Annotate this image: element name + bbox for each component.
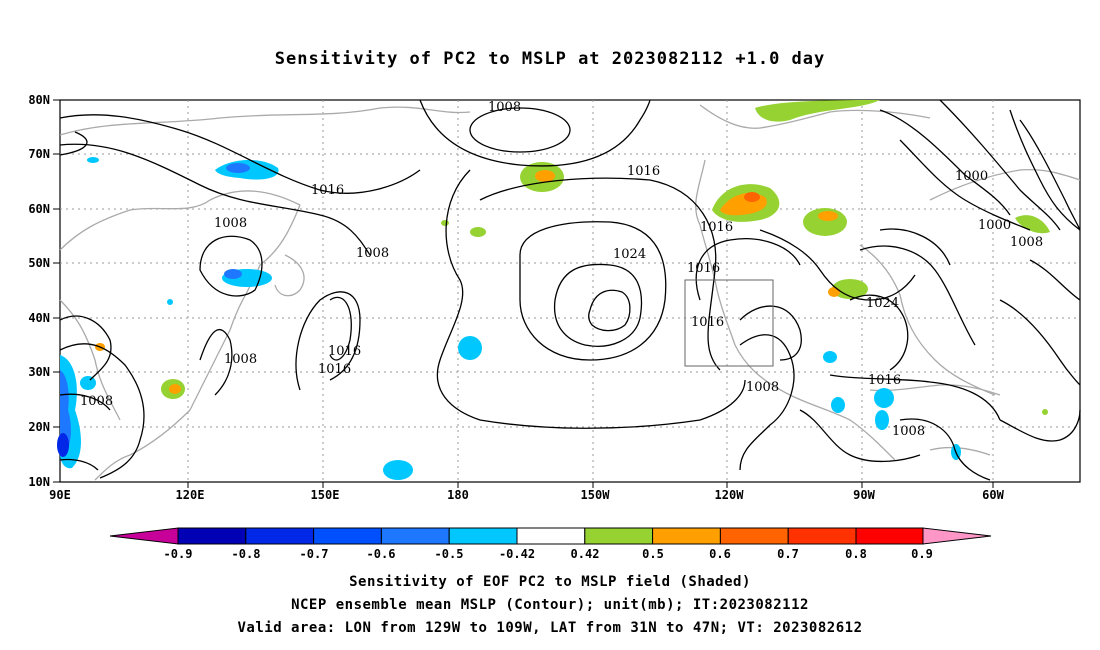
valid-area-box xyxy=(684,279,774,367)
colorbar-label: -0.5 xyxy=(435,547,464,561)
lat-tick-marks xyxy=(53,99,60,483)
colorbar-segment xyxy=(719,527,789,545)
lat-tick-label: 30N xyxy=(28,365,50,379)
contour-label: 1016 xyxy=(328,344,361,359)
colorbar-segment xyxy=(787,527,857,545)
colorbar-segment xyxy=(245,527,315,545)
contour-label-group: 1008 1016 1008 1008 1016 1016 1008 1016 … xyxy=(80,100,1043,439)
lat-tick-label: 40N xyxy=(28,311,50,325)
lat-axis: 80N 70N 60N 50N 40N 30N 20N 10N xyxy=(28,93,50,489)
lat-tick-label: 70N xyxy=(28,147,50,161)
lon-tick-label: 120E xyxy=(176,488,205,502)
lon-tick-label: 60W xyxy=(982,488,1004,502)
lon-tick-label: 150E xyxy=(311,488,340,502)
lat-tick-label: 50N xyxy=(28,256,50,270)
colorbar-label: -0.9 xyxy=(164,547,193,561)
contour-label: 1016 xyxy=(868,373,901,388)
contour-label: 1008 xyxy=(214,216,247,231)
colorbar-segment xyxy=(177,527,247,545)
contour-label: 1016 xyxy=(691,315,724,330)
colorbar-label: -0.8 xyxy=(232,547,261,561)
lon-tick-label: 90W xyxy=(853,488,875,502)
lat-tick-label: 60N xyxy=(28,202,50,216)
contour-label: 1016 xyxy=(700,220,733,235)
colorbar-label: 0.8 xyxy=(845,547,867,561)
caption-line-1: Sensitivity of EOF PC2 to MSLP field (Sh… xyxy=(349,574,751,590)
contour-label: 1008 xyxy=(356,246,389,261)
colorbar-segment xyxy=(448,527,518,545)
caption-line-2: NCEP ensemble mean MSLP (Contour); unit(… xyxy=(291,597,809,613)
sensitivity-shading xyxy=(57,100,1050,480)
contour-label: 1016 xyxy=(627,164,660,179)
colorbar-label: -0.7 xyxy=(300,547,329,561)
contour-label: 1024 xyxy=(613,247,646,262)
colorbar-label: 0.7 xyxy=(777,547,799,561)
colorbar-low-triangle xyxy=(109,527,179,545)
contour-label: 1016 xyxy=(687,261,720,276)
colorbar-high-triangle xyxy=(922,527,992,545)
caption-line-3: Valid area: LON from 129W to 109W, LAT f… xyxy=(237,620,863,636)
colorbar-segment xyxy=(380,527,450,545)
contour-label: 1008 xyxy=(892,424,925,439)
plot-title: Sensitivity of PC2 to MSLP at 2023082112… xyxy=(274,49,826,69)
lat-tick-label: 20N xyxy=(28,420,50,434)
colorbar xyxy=(109,527,992,545)
lon-tick-label: 90E xyxy=(49,488,71,502)
colorbar-segment xyxy=(516,527,586,545)
mslp-contours xyxy=(59,99,1081,481)
contour-label: 1016 xyxy=(318,362,351,377)
colorbar-segment xyxy=(652,527,721,545)
colorbar-label: 0.5 xyxy=(642,547,664,561)
colorbar-label: 0.42 xyxy=(571,547,600,561)
colorbar-label: 0.9 xyxy=(911,547,933,561)
coastlines xyxy=(59,104,1081,481)
lon-tick-marks xyxy=(187,482,994,488)
colorbar-label: -0.6 xyxy=(367,547,396,561)
contour-label: 1008 xyxy=(746,380,779,395)
contour-label: 1000 xyxy=(955,169,988,184)
lon-tick-label: 180 xyxy=(447,488,469,502)
contour-label: 1008 xyxy=(80,394,113,409)
contour-label: 1008 xyxy=(224,352,257,367)
colorbar-label: -0.42 xyxy=(499,547,535,561)
colorbar-segment xyxy=(313,527,382,545)
grid-lines xyxy=(60,100,1080,482)
contour-label: 1008 xyxy=(1010,235,1043,250)
map-frame xyxy=(59,99,1081,483)
colorbar-segment xyxy=(584,527,654,545)
lon-axis: 90E 120E 150E 180 150W 120W 90W 60W xyxy=(49,488,1004,502)
lat-tick-label: 10N xyxy=(28,475,50,489)
lon-tick-label: 120W xyxy=(715,488,745,502)
lon-tick-label: 150W xyxy=(581,488,611,502)
lat-tick-label: 80N xyxy=(28,93,50,107)
contour-label: 1000 xyxy=(978,218,1011,233)
colorbar-label: 0.6 xyxy=(709,547,731,561)
contour-label: 1016 xyxy=(311,183,344,198)
colorbar-labels: -0.9 -0.8 -0.7 -0.6 -0.5 -0.42 0.42 0.5 … xyxy=(164,547,933,561)
colorbar-segment xyxy=(855,527,924,545)
contour-label: 1024 xyxy=(866,296,899,311)
contour-label: 1008 xyxy=(488,100,521,115)
